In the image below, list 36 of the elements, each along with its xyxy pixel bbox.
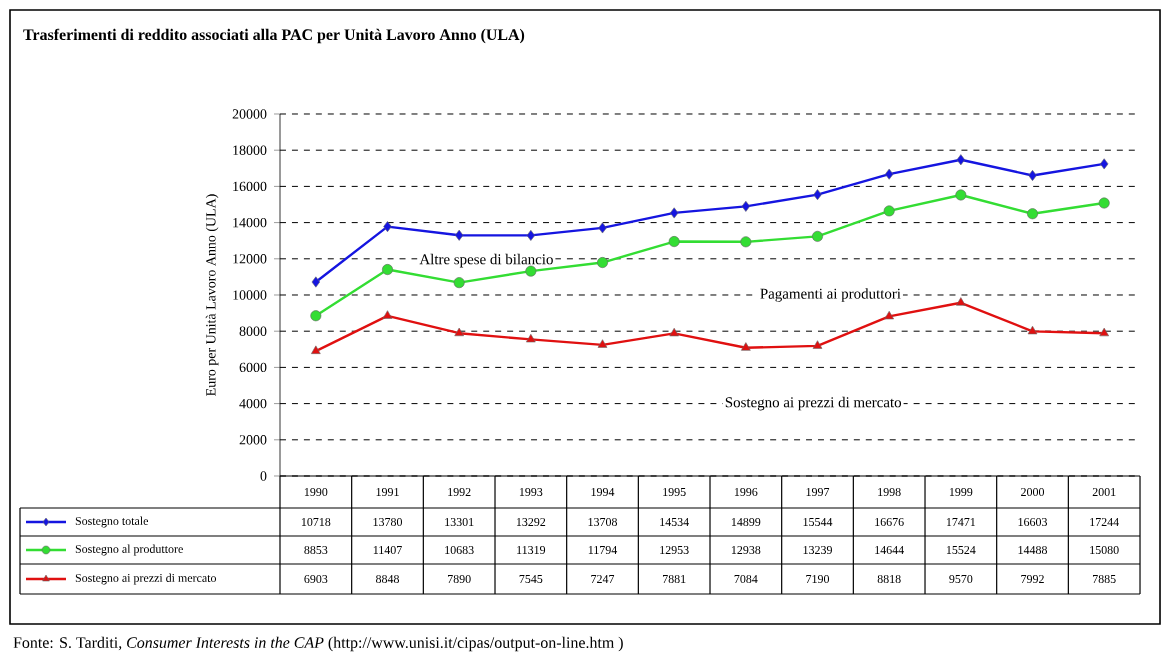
point [884,168,894,180]
point [453,277,465,289]
point [741,342,751,351]
point [812,340,823,349]
point [382,264,393,276]
point [956,297,966,306]
point [311,276,321,288]
point [597,257,608,268]
point [1098,197,1110,209]
point [812,230,823,242]
point [669,327,679,337]
point [525,265,537,277]
point [311,345,321,354]
point [454,327,464,337]
point [526,333,536,343]
point [454,229,464,241]
point [884,310,894,320]
point [1099,327,1109,337]
point [1027,325,1038,335]
point [740,236,752,248]
point [1100,158,1109,170]
point [598,222,607,234]
point [310,310,322,322]
point [526,229,536,241]
point [669,207,679,219]
point [383,221,392,233]
point [382,310,393,319]
point [597,339,608,348]
point [955,189,967,201]
point [883,205,895,217]
point [741,200,751,212]
point [1027,208,1038,220]
point [668,236,680,248]
point [956,154,966,166]
point [813,189,822,201]
point [1028,170,1037,181]
